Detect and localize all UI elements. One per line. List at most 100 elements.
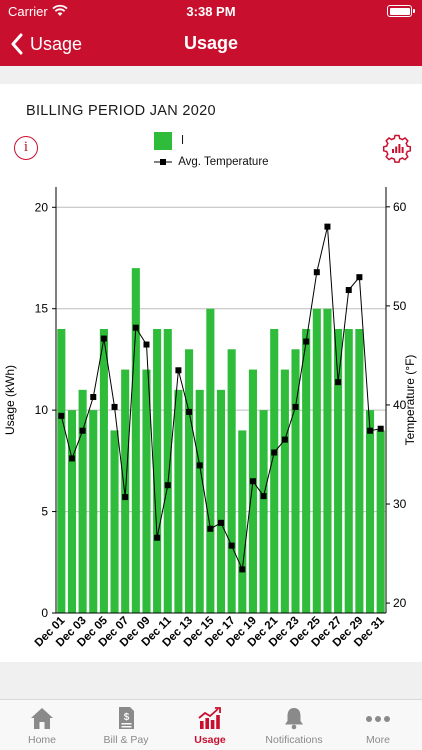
usage-bar: [131, 268, 140, 613]
y2-tick-label: 30: [393, 497, 407, 511]
usage-bar: [355, 329, 364, 613]
temperature-point: [281, 436, 288, 443]
legend-usage: l: [154, 132, 184, 150]
tab-home[interactable]: Home: [0, 706, 84, 750]
temperature-point: [218, 519, 224, 526]
battery-icon: [387, 5, 415, 17]
temperature-point: [196, 462, 203, 469]
header: Carrier 3:38 PM Usage Usage: [0, 0, 422, 66]
back-button[interactable]: Usage: [10, 30, 82, 58]
usage-bar: [291, 349, 300, 613]
temperature-point: [260, 493, 267, 500]
temperature-point: [345, 287, 352, 294]
nav-bar: Usage Usage: [0, 22, 422, 66]
info-icon: i: [23, 139, 29, 155]
temperature-point: [90, 394, 97, 401]
usage-bar: [280, 369, 289, 613]
status-bar: Carrier 3:38 PM: [0, 0, 422, 22]
temperature-point: [239, 566, 246, 573]
usage-bar: [365, 410, 375, 613]
tab-notifications[interactable]: Notifications: [252, 706, 336, 750]
carrier-label: Carrier: [8, 4, 48, 19]
chart-settings-button[interactable]: [382, 133, 412, 163]
temperature-point: [335, 379, 342, 386]
info-button[interactable]: i: [14, 136, 38, 160]
tab-home-label: Home: [27, 734, 56, 746]
tab-more-label: More: [366, 734, 390, 746]
usage-bar: [174, 389, 183, 613]
usage-bar: [302, 329, 311, 613]
usage-bar: [110, 430, 119, 613]
temperature-point: [175, 367, 182, 374]
usage-bar: [206, 308, 215, 613]
legend-temperature-label: Avg. Temperature: [178, 156, 269, 168]
status-time: 3:38 PM: [186, 4, 236, 19]
temperature-point: [292, 403, 299, 410]
usage-bar: [323, 308, 332, 613]
usage-bar: [89, 410, 98, 613]
y2-tick-label: 60: [393, 200, 407, 214]
usage-bar: [185, 349, 194, 613]
legend-usage-swatch: [154, 132, 172, 150]
usage-chart-icon: [198, 707, 221, 729]
usage-bar: [142, 369, 151, 613]
usage-bar: [344, 329, 353, 613]
tab-usage[interactable]: Usage: [168, 706, 252, 750]
billing-period-label: BILLING PERIOD JAN 2020: [26, 103, 216, 119]
usage-bar: [270, 329, 279, 613]
y-tick-label: 5: [41, 505, 48, 519]
temperature-point: [143, 341, 150, 348]
temperature-point: [186, 408, 193, 415]
more-dots-icon: [366, 716, 390, 722]
temperature-point: [100, 335, 107, 342]
usage-bar: [57, 329, 66, 613]
temperature-point: [313, 269, 320, 276]
tab-bill-pay[interactable]: $ Bill & Pay: [84, 706, 168, 750]
gear-chart-icon: [382, 134, 412, 163]
usage-bar: [163, 329, 172, 613]
y2-tick-label: 50: [393, 299, 407, 313]
y-tick-label: 20: [35, 200, 49, 214]
temperature-point: [367, 427, 374, 434]
content-footer-band: [0, 662, 422, 699]
legend-usage-label: l: [181, 135, 184, 147]
y-axis-title: Usage (kWh): [3, 365, 17, 435]
legend-temperature-marker: [154, 159, 172, 165]
usage-bar: [216, 389, 226, 613]
temperature-point: [249, 478, 256, 485]
usage-bar: [238, 430, 247, 613]
chevron-left-icon: [11, 33, 23, 55]
temperature-point: [58, 412, 65, 419]
usage-bar: [259, 410, 268, 613]
y2-tick-label: 20: [393, 596, 407, 610]
legend-temperature: Avg. Temperature: [154, 156, 269, 168]
temperature-point: [122, 494, 129, 501]
bell-icon: [285, 708, 303, 730]
temperature-point: [303, 338, 310, 345]
temperature-point: [79, 427, 86, 434]
temperature-point: [356, 274, 363, 281]
temperature-point: [377, 425, 384, 432]
home-icon: [31, 708, 53, 729]
tab-usage-label: Usage: [194, 734, 226, 746]
usage-bar: [67, 410, 77, 613]
usage-bar: [99, 329, 108, 613]
tab-notifications-label: Notifications: [265, 734, 323, 746]
usage-bar: [153, 329, 162, 613]
y2-tick-label: 40: [393, 398, 407, 412]
y-tick-label: 10: [35, 403, 49, 417]
temperature-point: [228, 542, 235, 549]
usage-bar: [376, 430, 385, 613]
temperature-point: [132, 324, 139, 331]
temperature-point: [164, 482, 171, 489]
temperature-point: [68, 455, 75, 462]
y-tick-label: 15: [35, 302, 49, 316]
wifi-icon: [52, 4, 68, 16]
y2-axis-title: Temperature (°F): [403, 355, 417, 446]
temperature-point: [207, 525, 214, 532]
temperature-point: [111, 403, 118, 410]
back-label: Usage: [30, 33, 83, 54]
tab-more[interactable]: More: [336, 706, 420, 750]
usage-bar: [227, 349, 236, 613]
